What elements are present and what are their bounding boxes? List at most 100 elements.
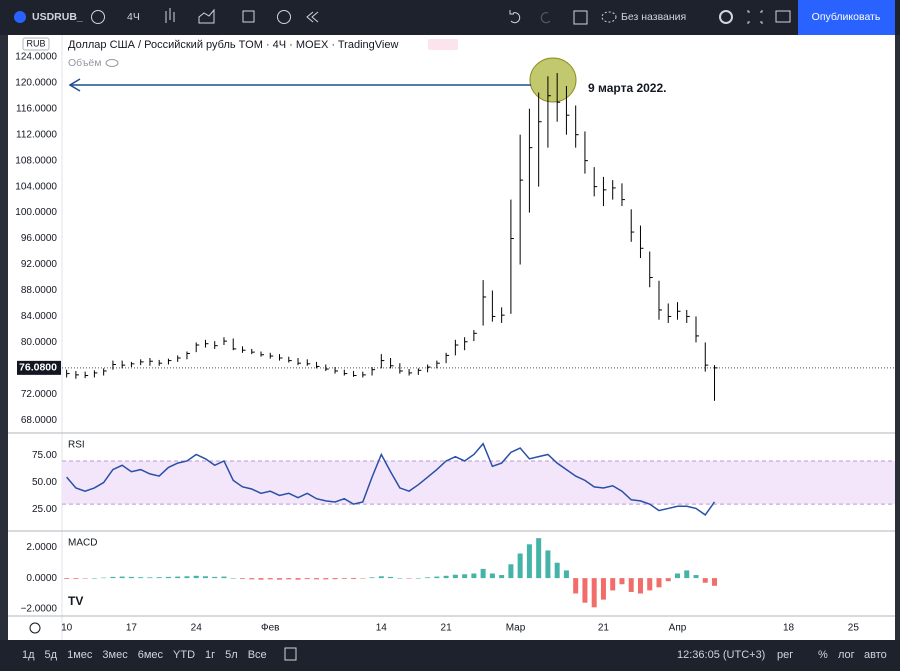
x-tick-label: 18 bbox=[783, 623, 795, 634]
publish-label[interactable]: Опубликовать bbox=[812, 11, 881, 23]
rsi-line bbox=[66, 442, 716, 516]
macd-histogram-bar bbox=[378, 576, 384, 579]
timeframe-button[interactable]: 3мес bbox=[102, 649, 128, 661]
macd-histogram-bar bbox=[443, 575, 449, 579]
x-tick-label: Мар bbox=[506, 623, 526, 634]
log-button[interactable]: лог bbox=[838, 649, 855, 661]
current-price-label: 76.0800 bbox=[19, 362, 57, 374]
macd-histogram-bar bbox=[295, 578, 301, 580]
visibility-icon[interactable] bbox=[105, 59, 119, 67]
y-tick-label: 75.00 bbox=[32, 450, 57, 461]
indicators-button[interactable] bbox=[198, 8, 215, 24]
timeframe-button[interactable]: YTD bbox=[173, 649, 195, 661]
timeframe-button[interactable]: Все bbox=[248, 649, 267, 661]
timeframe-button[interactable]: 6мес bbox=[138, 649, 164, 661]
timeframe-button[interactable]: 5д bbox=[45, 649, 58, 661]
macd-histogram-bar bbox=[591, 578, 597, 608]
macd-histogram-bar bbox=[332, 578, 338, 580]
volume-label[interactable]: Объём bbox=[68, 57, 101, 69]
date-range-button[interactable] bbox=[284, 647, 297, 661]
timeframe-button[interactable]: 1д bbox=[22, 649, 35, 661]
macd-histogram-bar bbox=[406, 578, 412, 579]
macd-histogram-bar bbox=[351, 578, 357, 580]
macd-histogram-bar bbox=[397, 578, 403, 579]
fullscreen-button[interactable] bbox=[747, 10, 763, 24]
templates-button[interactable] bbox=[242, 10, 255, 23]
currency-box[interactable] bbox=[22, 37, 50, 51]
rsi-band bbox=[62, 460, 895, 505]
macd-histogram-bar bbox=[480, 568, 486, 579]
macd-histogram-bar bbox=[119, 576, 125, 579]
x-tick-label: 24 bbox=[191, 623, 203, 634]
macd-histogram-bar bbox=[360, 578, 366, 579]
clock: 12:36:05 (UTC+3) bbox=[677, 649, 765, 661]
timeframe-button[interactable]: 1г bbox=[205, 649, 215, 661]
redo-button[interactable] bbox=[540, 12, 551, 24]
timeframe-button[interactable]: 5л bbox=[225, 649, 238, 661]
time-axis-settings[interactable] bbox=[29, 622, 41, 634]
macd-histogram-bar bbox=[341, 578, 347, 579]
macd-histogram-bar bbox=[165, 576, 171, 579]
macd-histogram-bar bbox=[304, 578, 310, 580]
macd-histogram-bar bbox=[434, 576, 440, 579]
macd-histogram-bar bbox=[656, 578, 662, 588]
macd-histogram-bar bbox=[462, 574, 468, 579]
macd-histogram-bar bbox=[499, 575, 505, 579]
y-tick-label: 25.00 bbox=[32, 504, 57, 515]
compare-button[interactable] bbox=[91, 10, 105, 24]
x-tick-label: 21 bbox=[598, 623, 610, 634]
y-tick-label: 100.0000 bbox=[15, 207, 57, 218]
x-tick-label: 25 bbox=[848, 623, 860, 634]
y-tick-label: −2.0000 bbox=[21, 603, 58, 614]
macd-histogram-bar bbox=[517, 553, 523, 579]
macd-histogram-bar bbox=[388, 576, 394, 579]
macd-histogram-bar bbox=[82, 578, 88, 579]
snapshot-button[interactable] bbox=[775, 10, 791, 23]
macd-histogram-bar bbox=[508, 564, 514, 579]
y-tick-label: 116.0000 bbox=[16, 103, 57, 114]
macd-histogram-bar bbox=[267, 578, 273, 580]
interval[interactable]: 4Ч bbox=[127, 11, 140, 23]
symbol[interactable]: USDRUB_ bbox=[32, 11, 83, 23]
macd-histogram-bar bbox=[489, 573, 495, 579]
currency[interactable]: RUB bbox=[26, 38, 45, 48]
macd-histogram-bar bbox=[64, 578, 70, 579]
publish-button[interactable] bbox=[798, 0, 895, 35]
y-tick-label: 108.0000 bbox=[15, 155, 57, 166]
layout-button[interactable] bbox=[573, 10, 588, 25]
macd-histogram-bar bbox=[323, 578, 329, 580]
undo-button[interactable] bbox=[509, 10, 521, 24]
macd-histogram-bar bbox=[184, 576, 190, 579]
current-price-tag bbox=[17, 360, 61, 375]
percent-button[interactable]: % bbox=[818, 649, 828, 661]
settings-button[interactable] bbox=[719, 10, 733, 24]
y-tick-label: 80.0000 bbox=[21, 337, 58, 348]
symbol-icon bbox=[14, 11, 26, 23]
layout-name[interactable]: Без названия bbox=[621, 11, 686, 23]
session-button[interactable]: рег bbox=[777, 649, 793, 661]
macd-histogram-bar bbox=[665, 578, 671, 582]
macd-histogram-bar bbox=[712, 578, 718, 586]
highlight-circle bbox=[529, 57, 577, 103]
x-tick-label: Апр bbox=[669, 623, 687, 634]
tv-logo: TV bbox=[68, 594, 83, 608]
macd-histogram-bar bbox=[138, 577, 144, 579]
status-badge bbox=[428, 39, 458, 50]
macd-histogram-bar bbox=[452, 574, 458, 579]
y-tick-label: 120.0000 bbox=[15, 77, 57, 88]
y-tick-label: 2.0000 bbox=[26, 542, 57, 553]
x-tick-label: 21 bbox=[441, 623, 453, 634]
arrow-head bbox=[68, 78, 81, 92]
auto-button[interactable]: авто bbox=[864, 649, 887, 661]
x-tick-label: Фев bbox=[261, 623, 279, 634]
replay-button[interactable] bbox=[306, 11, 319, 23]
macd-histogram-bar bbox=[619, 578, 625, 585]
alert-button[interactable] bbox=[277, 10, 291, 24]
macd-histogram-bar bbox=[600, 578, 606, 600]
timeframe-button[interactable]: 1мес bbox=[67, 649, 93, 661]
macd-histogram-bar bbox=[415, 578, 421, 579]
bar-style-button[interactable] bbox=[165, 8, 175, 23]
macd-histogram-bar bbox=[610, 578, 616, 591]
macd-histogram-bar bbox=[230, 578, 236, 579]
